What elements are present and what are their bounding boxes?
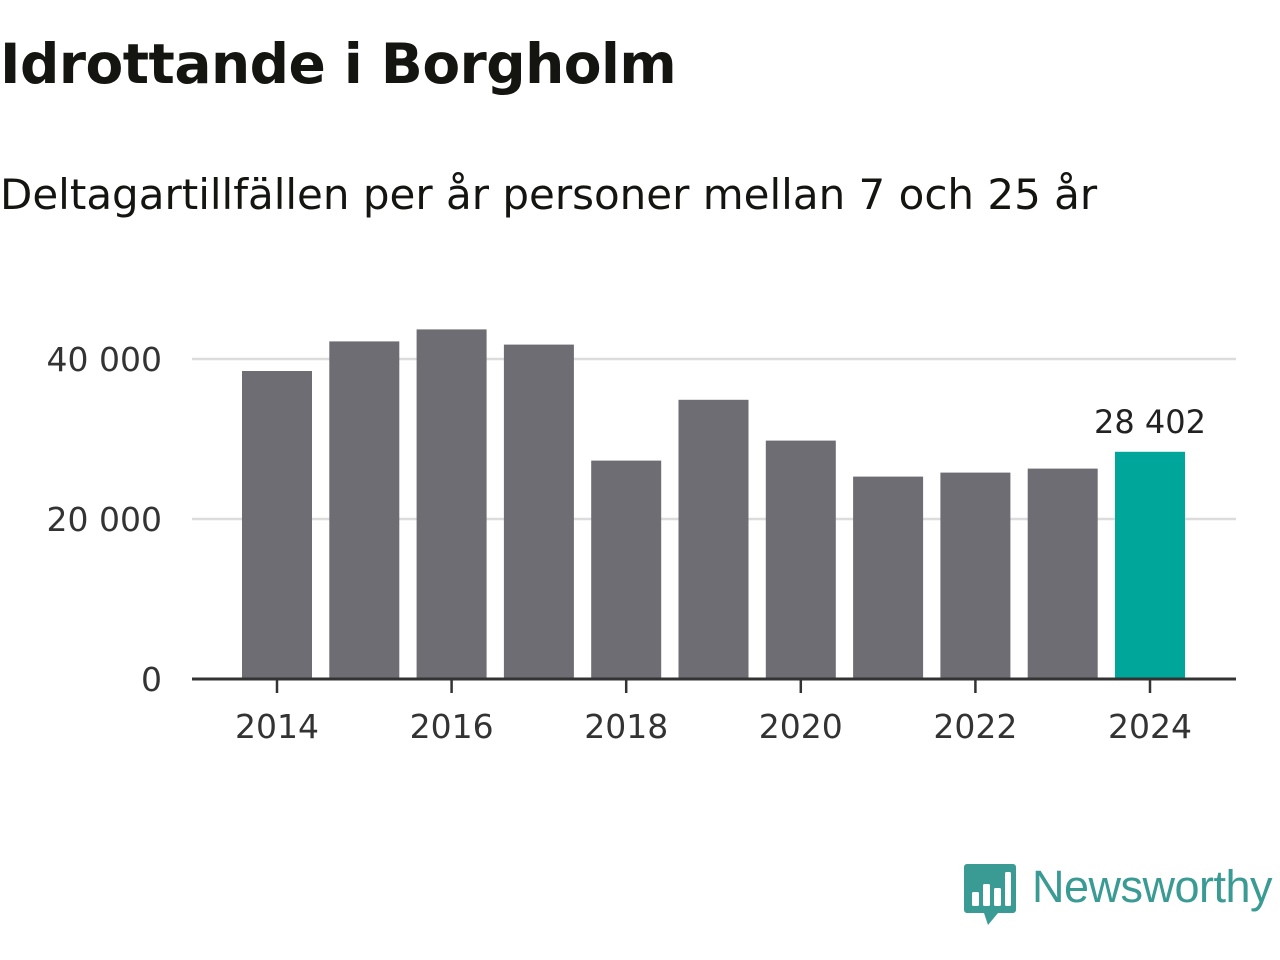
bar-2021 xyxy=(853,476,924,679)
brand-logo: Newsworthy xyxy=(964,861,1273,926)
bar-2017 xyxy=(503,344,574,679)
bars xyxy=(242,329,1185,679)
x-tick-label: 2016 xyxy=(410,707,494,746)
y-tick-label: 20 000 xyxy=(47,500,162,539)
bar-2018 xyxy=(591,460,662,679)
bar-2022 xyxy=(940,472,1011,679)
newsworthy-logo-icon xyxy=(964,864,1016,925)
bar-chart: 0 20 000 40 000 2014 2016 2018 2020 2022 2024 28 … xyxy=(47,329,1236,746)
x-tick-label: 2022 xyxy=(933,707,1017,746)
axes xyxy=(192,677,1236,693)
x-tick-label: 2018 xyxy=(584,707,668,746)
chart-subtitle: Deltagartillfällen per år personer mella… xyxy=(0,170,1098,219)
bar-2014 xyxy=(242,371,312,679)
brand-name: Newsworthy xyxy=(1032,861,1273,912)
highlight-value-label: 28 402 xyxy=(1094,403,1206,441)
bar-2024 xyxy=(1115,451,1185,679)
bar-2020 xyxy=(765,440,836,679)
x-tick-label: 2024 xyxy=(1108,707,1192,746)
x-tick-label: 2014 xyxy=(235,707,319,746)
chart-title: Idrottande i Borgholm xyxy=(0,32,677,96)
x-tick-label: 2020 xyxy=(759,707,843,746)
bar-2023 xyxy=(1027,468,1098,679)
labels: 0 20 000 40 000 2014 2016 2018 2020 2022 2024 28 … xyxy=(47,340,1206,746)
y-tick-label: 40 000 xyxy=(47,340,162,379)
bar-2019 xyxy=(678,399,749,679)
bar-2016 xyxy=(416,329,487,679)
bar-2015 xyxy=(329,341,400,679)
y-tick-label: 0 xyxy=(141,660,162,699)
